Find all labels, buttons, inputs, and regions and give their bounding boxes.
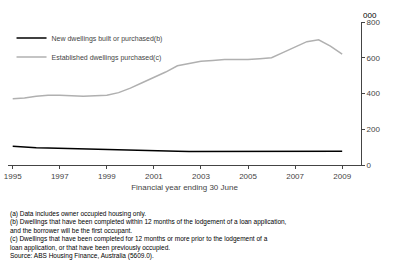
svg-text:2009: 2009 (333, 172, 351, 181)
svg-text:(a) Data includes owner occupi: (a) Data includes owner occupied housing… (10, 210, 287, 260)
svg-text:400: 400 (367, 89, 381, 98)
svg-text:Financial year ending 30 June: Financial year ending 30 June (131, 183, 238, 192)
svg-text:1999: 1999 (98, 172, 116, 181)
svg-text:1997: 1997 (51, 172, 69, 181)
svg-text:Established dwellings purchase: Established dwellings purchased(c) (52, 54, 162, 62)
svg-text:600: 600 (367, 54, 381, 63)
svg-text:000: 000 (363, 11, 377, 20)
svg-text:1995: 1995 (4, 172, 22, 181)
svg-text:200: 200 (367, 125, 381, 134)
svg-text:2001: 2001 (145, 172, 163, 181)
svg-text:New dwellings built or purchas: New dwellings built or purchased(b) (52, 35, 163, 43)
svg-text:0: 0 (367, 161, 372, 170)
svg-text:2003: 2003 (192, 172, 210, 181)
svg-text:2005: 2005 (239, 172, 257, 181)
svg-text:800: 800 (367, 18, 381, 27)
svg-text:2007: 2007 (286, 172, 304, 181)
